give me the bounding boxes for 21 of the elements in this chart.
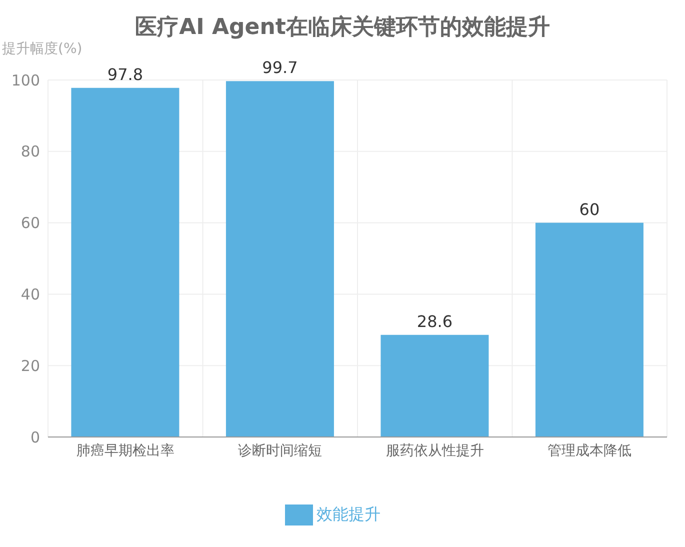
y-axis-title: 提升幅度(%)	[2, 40, 82, 58]
data-label: 97.8	[107, 64, 144, 84]
data-label: 60	[579, 200, 600, 219]
x-tick-label: 管理成本降低	[548, 442, 632, 459]
bar	[71, 88, 180, 437]
bar	[380, 334, 489, 437]
y-tick-label: 100	[11, 71, 40, 90]
data-label: 99.7	[262, 58, 298, 78]
y-tick-label: 0	[30, 428, 40, 446]
legend-label: 效能提升	[316, 504, 380, 524]
x-tick-label: 服药依从性提升	[386, 442, 484, 459]
y-tick-label: 60	[20, 214, 40, 232]
x-tick-label: 肺癌早期检出率	[76, 442, 174, 459]
y-tick-label: 20	[20, 356, 40, 375]
y-tick-label: 80	[20, 142, 40, 161]
y-tick-label: 40	[20, 286, 40, 304]
bar	[535, 222, 644, 437]
data-label: 28.6	[416, 312, 453, 331]
bar	[226, 81, 334, 437]
x-tick-label: 诊断时间缩短	[238, 442, 322, 459]
chart-title: 医疗AI Agent在临床关键环节的效能提升	[134, 14, 551, 42]
